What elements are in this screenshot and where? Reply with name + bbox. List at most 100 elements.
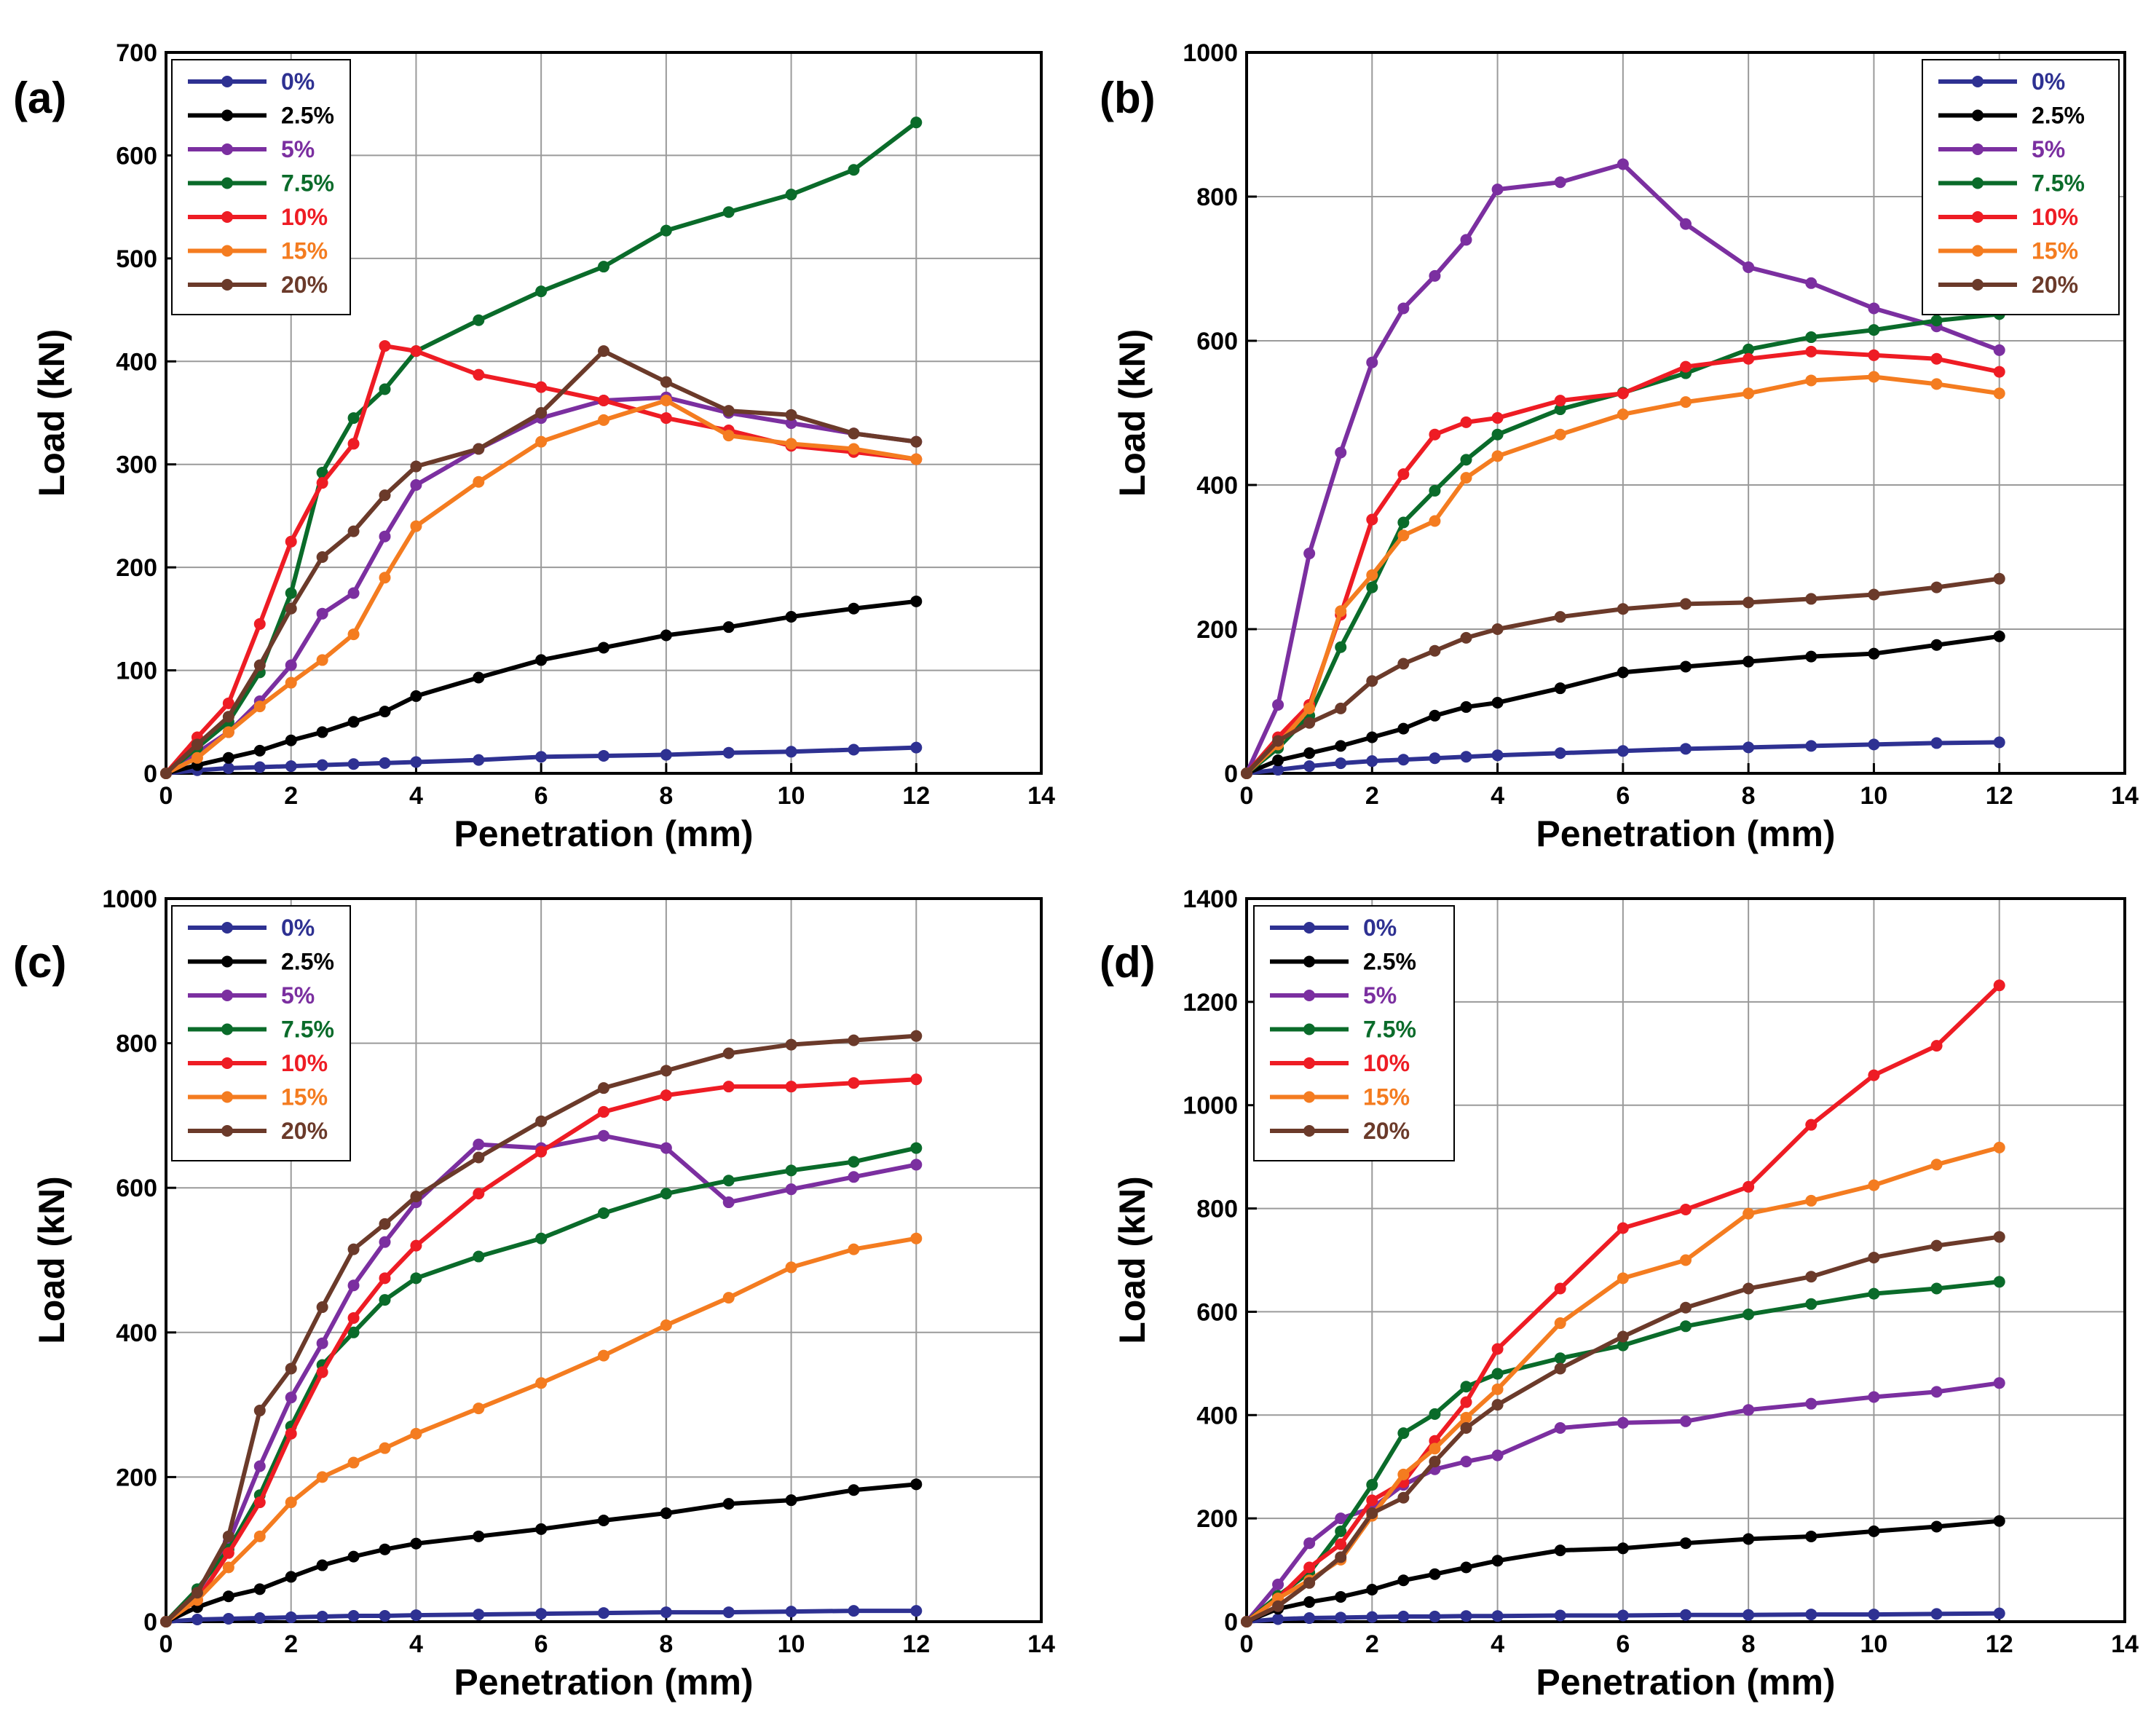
data-point — [722, 1175, 735, 1187]
legend-label: 2.5% — [281, 103, 334, 129]
data-point — [1366, 1494, 1378, 1507]
data-point — [785, 438, 797, 450]
data-point — [1742, 1207, 1755, 1220]
data-point — [379, 383, 391, 395]
data-point — [347, 1550, 360, 1563]
data-point — [1272, 754, 1284, 767]
data-point — [1303, 760, 1316, 773]
series-0% — [160, 1605, 923, 1628]
data-point — [1460, 751, 1472, 763]
legend-marker — [1303, 1125, 1315, 1137]
data-point — [222, 711, 234, 723]
legend-label: 10% — [1363, 1050, 1410, 1076]
data-point — [347, 758, 360, 770]
data-point — [1680, 1537, 1692, 1550]
data-point — [222, 1547, 234, 1559]
y-tick-label: 100 — [116, 658, 157, 685]
y-tick-label: 400 — [116, 1319, 157, 1347]
data-point — [1868, 1525, 1880, 1537]
data-point — [285, 1571, 297, 1583]
data-point — [347, 438, 360, 450]
data-point — [848, 443, 860, 455]
data-point — [598, 1207, 609, 1219]
data-point — [598, 1082, 609, 1094]
data-point — [848, 602, 860, 615]
legend-label: 20% — [281, 1118, 328, 1144]
data-point — [598, 414, 609, 426]
data-point — [253, 618, 266, 630]
data-point — [1742, 343, 1755, 355]
y-tick-label: 0 — [143, 760, 157, 788]
x-axis-title: Penetration (mm) — [1536, 813, 1835, 854]
data-point — [1805, 650, 1818, 663]
data-point — [1272, 698, 1284, 711]
x-tick-label: 14 — [2111, 782, 2139, 810]
data-point — [598, 1349, 609, 1362]
data-point — [785, 1494, 797, 1507]
data-point — [910, 595, 923, 607]
chart-panel-3: 0 2 4 6 8 10 12 14 0 200 400 600 800 1000 Penetration … — [13, 885, 1055, 1703]
data-point — [473, 1151, 485, 1164]
legend-label: 0% — [2032, 68, 2065, 95]
data-point — [1429, 1568, 1441, 1580]
legend-marker — [221, 143, 233, 155]
legend-marker — [221, 1057, 233, 1069]
data-point — [1617, 666, 1629, 679]
data-point — [1617, 745, 1629, 757]
legend-item: 5% — [188, 136, 315, 162]
x-tick-label: 8 — [659, 1630, 673, 1658]
data-point — [1993, 1276, 2005, 1288]
data-point — [1366, 731, 1378, 743]
data-point — [473, 1402, 485, 1415]
data-point — [1241, 768, 1252, 779]
data-point — [410, 1272, 422, 1285]
data-point — [1491, 428, 1504, 441]
data-point — [535, 654, 548, 666]
data-point — [1868, 1251, 1880, 1263]
legend-item: 0% — [1270, 915, 1397, 941]
data-point — [910, 1142, 923, 1154]
data-point — [1805, 374, 1818, 387]
data-point — [1397, 722, 1410, 735]
y-axis-title: Load (kN) — [31, 329, 72, 497]
data-point — [316, 477, 328, 489]
data-point — [660, 1507, 672, 1520]
panel-label: (c) — [13, 938, 66, 987]
series-20% — [160, 1030, 923, 1628]
data-point — [1805, 740, 1818, 752]
x-tick-label: 14 — [2111, 1630, 2139, 1658]
data-point — [1335, 641, 1347, 653]
y-tick-label: 200 — [1196, 1505, 1238, 1533]
legend-item: 2.5% — [1938, 103, 2085, 129]
data-point — [1930, 1239, 1943, 1252]
legend-label: 5% — [281, 982, 315, 1009]
data-point — [316, 1337, 328, 1349]
data-point — [347, 1279, 360, 1292]
legend-marker — [1303, 990, 1315, 1001]
data-point — [1868, 349, 1880, 361]
legend-item: 2.5% — [188, 103, 334, 129]
legend: 0% 2.5% 5% 7.5% 10% 15% 20% — [1922, 59, 2120, 315]
data-point — [1617, 1330, 1629, 1343]
data-point — [848, 1156, 860, 1168]
data-point — [722, 1081, 735, 1093]
data-point — [660, 1188, 672, 1200]
data-point — [785, 746, 797, 758]
data-point — [1429, 428, 1441, 441]
data-point — [660, 1089, 672, 1102]
data-point — [1272, 735, 1284, 747]
data-point — [1460, 1422, 1472, 1435]
x-tick-label: 8 — [1742, 782, 1756, 810]
data-point — [785, 1081, 797, 1093]
data-point — [1366, 1611, 1378, 1623]
x-axis-title: Penetration (mm) — [454, 1662, 753, 1703]
data-point — [910, 1605, 923, 1617]
data-point — [1993, 979, 2005, 992]
data-point — [660, 1606, 672, 1619]
legend-box — [1253, 905, 1455, 1161]
data-point — [316, 1611, 328, 1623]
data-point — [1993, 366, 2005, 378]
legend-item: 20% — [188, 1118, 328, 1144]
legend-label: 15% — [1363, 1084, 1410, 1110]
data-point — [1460, 631, 1472, 644]
